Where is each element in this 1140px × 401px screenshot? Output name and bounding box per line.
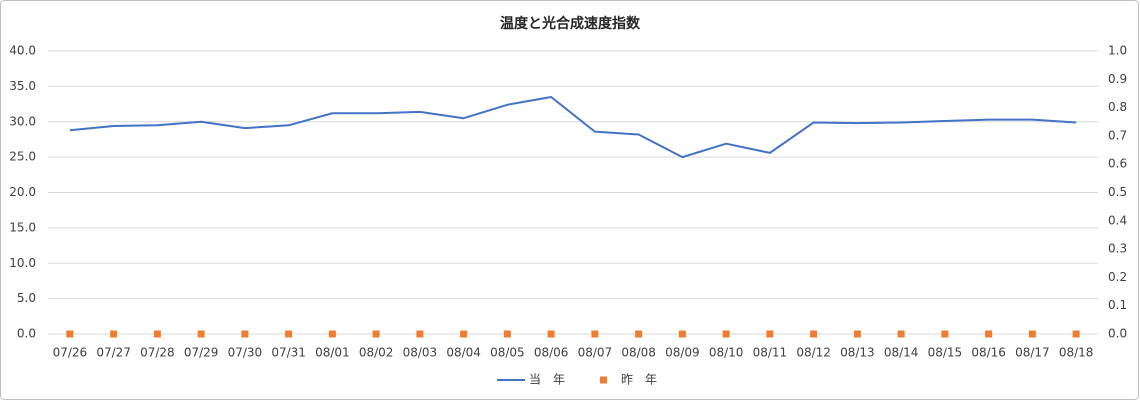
marker [678,330,686,338]
x-tick-label: 08/05 [490,346,525,360]
marker [985,330,993,338]
marker [153,330,161,338]
marker [810,330,818,338]
x-tick-label: 07/26 [53,346,88,360]
marker [285,330,293,338]
marker [503,330,511,338]
y2-tick-label: 0.7 [1108,128,1127,142]
marker [1072,330,1080,338]
y2-tick-label: 0.2 [1108,270,1127,284]
y-tick-label: 20.0 [9,185,36,199]
x-tick-label: 08/04 [446,346,481,360]
x-tick-label: 07/30 [228,346,263,360]
y2-tick-label: 0.4 [1108,213,1127,227]
marker [328,330,336,338]
marker [460,330,468,338]
y2-tick-label: 0.0 [1108,327,1127,341]
x-tick-label: 08/17 [1015,346,1050,360]
y2-tick-label: 1.0 [1108,44,1127,58]
x-tick-label: 08/10 [709,346,744,360]
y2-tick-label: 0.1 [1108,298,1127,312]
x-tick-label: 08/06 [534,346,569,360]
marker [110,330,118,338]
x-tick-label: 08/18 [1059,346,1094,360]
x-tick-label: 08/12 [796,346,831,360]
marker [853,330,861,338]
y-tick-label: 40.0 [9,44,36,58]
marker [722,330,730,338]
x-tick-label: 08/13 [840,346,875,360]
marker [416,330,424,338]
marker [547,330,555,338]
y2-tick-label: 0.9 [1108,72,1127,86]
marker [372,330,380,338]
chart-title: 温度と光合成速度指数 [500,15,641,32]
y2-tick-label: 0.3 [1108,242,1127,256]
y-tick-label: 30.0 [9,114,36,128]
x-tick-label: 07/27 [96,346,131,360]
legend-label: 昨 年 [621,373,657,387]
marker [897,330,905,338]
x-tick-label: 08/08 [621,346,656,360]
series-line [69,95,1077,159]
y-tick-label: 10.0 [9,256,36,270]
x-tick-label: 07/28 [140,346,175,360]
y-tick-label: 25.0 [9,150,36,164]
marker [941,330,949,338]
x-tick-label: 08/11 [753,346,788,360]
y-tick-label: 15.0 [9,220,36,234]
x-tick-label: 07/29 [184,346,219,360]
y-tick-label: 5.0 [17,291,36,305]
x-tick-label: 08/03 [403,346,438,360]
marker [197,330,205,338]
marker [241,330,249,338]
marker [635,330,643,338]
x-tick-label: 07/31 [271,346,306,360]
y2-tick-label: 0.6 [1108,157,1127,171]
marker [66,330,74,338]
x-tick-label: 08/02 [359,346,394,360]
marker [766,330,774,338]
marker [591,330,599,338]
x-tick-label: 08/09 [665,346,700,360]
marker [1028,330,1036,338]
legend-label: 当 年 [529,373,565,387]
x-tick-label: 08/07 [578,346,613,360]
y-tick-label: 35.0 [9,79,36,93]
y2-tick-label: 0.8 [1108,100,1127,114]
y2-tick-label: 0.5 [1108,185,1127,199]
x-tick-label: 08/01 [315,346,350,360]
x-tick-label: 08/15 [928,346,963,360]
x-tick-label: 08/14 [884,346,919,360]
legend-marker [600,376,607,384]
x-tick-label: 08/16 [971,346,1006,360]
y-tick-label: 0.0 [17,327,36,341]
